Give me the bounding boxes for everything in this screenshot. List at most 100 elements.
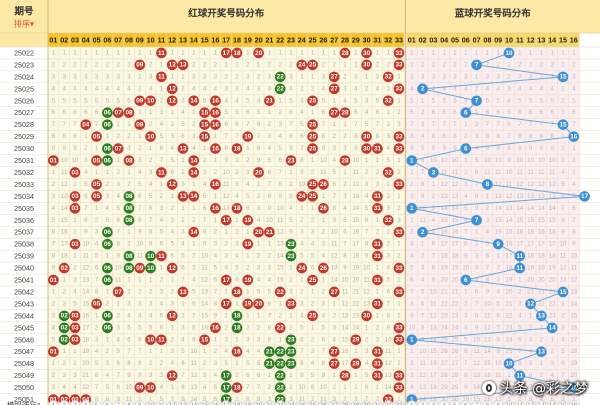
red-omission-count: 1: [160, 181, 164, 188]
select-red-ball[interactable]: [329, 400, 340, 405]
select-blue-ball[interactable]: [504, 400, 514, 405]
red-omission-count: 10: [126, 384, 133, 391]
select-blue-ball[interactable]: [428, 400, 439, 405]
select-red-ball[interactable]: [102, 400, 113, 405]
blue-omission-count: 7: [475, 300, 479, 307]
blue-omission-count: 3: [496, 277, 500, 284]
select-blue-ball[interactable]: [558, 400, 568, 405]
select-red-ball[interactable]: [59, 400, 70, 405]
select-red-ball[interactable]: [383, 400, 394, 405]
select-red-ball[interactable]: [178, 400, 188, 405]
red-ball: [199, 334, 210, 346]
select-blue-ball[interactable]: [460, 400, 471, 405]
red-ball-number: 28: [341, 50, 349, 57]
select-red-ball[interactable]: [318, 400, 329, 405]
select-blue-ball[interactable]: [536, 400, 547, 405]
period-number: 25031: [14, 156, 34, 165]
select-blue-ball[interactable]: [406, 400, 417, 405]
select-blue-ball[interactable]: [471, 400, 482, 405]
select-blue-ball[interactable]: [493, 400, 504, 405]
select-red-ball[interactable]: [91, 400, 102, 405]
select-blue-ball[interactable]: [514, 400, 525, 405]
red-omission-count: 2: [257, 73, 261, 80]
red-omission-count: 3: [386, 253, 390, 260]
select-red-ball[interactable]: [275, 400, 286, 405]
blue-omission-count: 3: [410, 73, 414, 80]
select-red-ball[interactable]: [232, 400, 242, 405]
red-omission-count: 6: [278, 157, 282, 164]
select-red-ball[interactable]: [199, 400, 210, 405]
red-omission-count: 2: [127, 241, 131, 248]
red-ball: [156, 71, 167, 83]
red-ball: [307, 131, 318, 142]
red-omission-count: 8: [192, 324, 196, 331]
select-red-ball[interactable]: [221, 400, 232, 405]
select-red-ball[interactable]: [264, 400, 275, 405]
red-ball-number: 17: [223, 384, 231, 391]
blue-ball: [536, 310, 547, 322]
select-blue-ball[interactable]: [525, 400, 536, 405]
red-omission-count: 1: [116, 300, 120, 307]
red-ball-number: 25: [309, 121, 317, 128]
red-omission-count: 14: [61, 205, 68, 212]
select-red-ball[interactable]: [134, 400, 145, 405]
red-column-number: 21: [265, 36, 273, 45]
select-red-ball[interactable]: [113, 400, 124, 405]
period-number: 25044: [14, 311, 34, 320]
select-red-ball[interactable]: [340, 400, 350, 405]
red-ball: [382, 214, 394, 226]
red-omission-count: 1: [343, 169, 347, 176]
select-blue-ball[interactable]: [417, 400, 428, 405]
red-ball: [274, 346, 286, 358]
select-red-ball[interactable]: [167, 400, 178, 405]
select-red-ball[interactable]: [372, 400, 383, 405]
blue-ball-number: 2: [421, 86, 425, 93]
blue-omission-count: 1: [529, 312, 533, 319]
select-red-ball[interactable]: [70, 400, 80, 405]
red-omission-count: 2: [62, 360, 66, 367]
select-red-ball[interactable]: [48, 400, 59, 405]
select-red-ball[interactable]: [394, 400, 404, 405]
select-blue-ball[interactable]: [568, 400, 579, 405]
select-red-ball[interactable]: [296, 400, 307, 405]
red-ball-number: 22: [277, 349, 285, 356]
red-omission-count: 10: [72, 157, 79, 164]
blue-omission-count: 16: [570, 324, 577, 331]
select-red-ball[interactable]: [210, 400, 221, 405]
blue-omission-count: 18: [430, 384, 437, 391]
select-blue-ball[interactable]: [439, 400, 450, 405]
select-red-ball[interactable]: [124, 400, 134, 405]
red-omission-count: 13: [223, 205, 230, 212]
red-omission-count: 3: [289, 193, 293, 200]
select-blue-ball[interactable]: [482, 400, 493, 405]
red-omission-count: 1: [170, 384, 174, 391]
red-omission-count: 4: [73, 288, 77, 295]
red-omission-count: 7: [376, 121, 380, 128]
red-ball: [372, 238, 383, 250]
red-omission-count: 8: [84, 217, 88, 224]
red-ball: [48, 155, 59, 166]
select-red-ball[interactable]: [188, 400, 199, 405]
select-blue-ball[interactable]: [547, 400, 558, 405]
red-omission-count: 1: [235, 217, 239, 224]
blue-omission-count: 19: [549, 265, 556, 272]
select-red-ball[interactable]: [350, 400, 361, 405]
red-ball: [393, 59, 405, 71]
red-omission-count: 1: [203, 348, 207, 355]
red-omission-count: 1: [343, 121, 347, 128]
select-red-ball[interactable]: [242, 400, 253, 405]
red-omission-count: 2: [332, 133, 336, 140]
red-omission-count: 11: [320, 396, 327, 403]
select-red-ball[interactable]: [286, 400, 296, 405]
select-red-ball[interactable]: [156, 400, 167, 405]
select-blue-ball[interactable]: [450, 400, 460, 405]
select-red-ball[interactable]: [307, 400, 318, 405]
select-red-ball[interactable]: [80, 400, 91, 405]
red-ball: [339, 155, 351, 166]
red-omission-count: 5: [181, 348, 185, 355]
select-red-ball[interactable]: [145, 400, 156, 405]
select-red-ball[interactable]: [361, 400, 372, 405]
red-ball-number: 20: [255, 229, 263, 236]
select-red-ball[interactable]: [253, 400, 264, 405]
blue-omission-count: 29: [441, 384, 448, 391]
